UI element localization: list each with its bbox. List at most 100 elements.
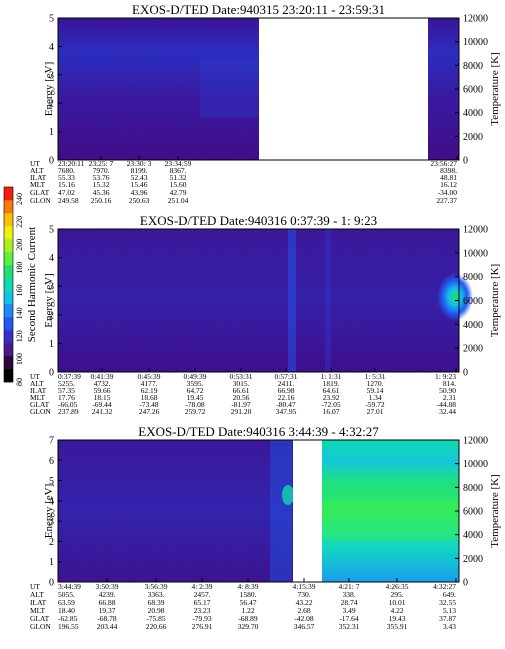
panel-1-texture: [70, 18, 72, 160]
panel-3-eph-value: 352.31: [339, 622, 360, 631]
panel-3-texture: [76, 440, 78, 582]
panel-1-ytick-label: 0: [49, 156, 54, 167]
panel-3-texture: [142, 440, 144, 582]
panel-1-texture: [214, 18, 216, 160]
panel-3-eph-value: 2457.: [194, 590, 211, 599]
panel-1-texture: [97, 18, 99, 160]
panel-1-texture: [232, 18, 234, 160]
panel-3-eph-value: -17.64: [339, 614, 359, 623]
panel-3-eph-value: 63.59: [58, 598, 75, 607]
panel-1-ytick-right-label: 0: [463, 156, 468, 167]
panel-1-texture: [100, 18, 102, 160]
panel-3-eph-value: 649.: [443, 590, 456, 599]
panel-2-texture: [409, 229, 411, 372]
panel-3-eph-value: -75.85: [146, 614, 166, 623]
panel-2-texture: [406, 229, 408, 372]
panel-2-eph-value: 1: 9:23: [435, 372, 456, 381]
panel-1-texture: [211, 18, 213, 160]
panel-3-texture: [214, 440, 216, 582]
panel-1-texture: [106, 18, 108, 160]
panel-2-texture: [322, 229, 324, 372]
panel-1-eph-value: 52.43: [131, 173, 148, 182]
panel-2-texture: [106, 229, 108, 372]
panel-1-texture: [127, 18, 129, 160]
panel-2-texture: [91, 229, 93, 372]
panel-2-texture: [433, 229, 435, 372]
panel-3-texture: [232, 440, 234, 582]
panel-3-feature-green: [322, 500, 459, 540]
panel-3-texture: [58, 440, 60, 582]
panel-3-eph-value: 3:50:39: [96, 582, 119, 591]
panel-2-texture: [340, 229, 342, 372]
panel-3-eph-value: 1.22: [241, 606, 254, 615]
panel-1-texture: [253, 18, 255, 160]
panel-3-texture: [70, 440, 72, 582]
panel-3-title: EXOS-D/TED Date:940316 3:44:39 - 4:32:27: [138, 424, 379, 439]
panel-1-eph-value: -34.00: [438, 188, 458, 197]
panel-2-eph-value: 237.89: [58, 407, 79, 416]
panel-2-eph-value: 3595.: [187, 379, 204, 388]
panel-2-eph-value: 66.61: [233, 386, 250, 395]
panel-2-texture: [283, 229, 285, 372]
panel-2-texture: [142, 229, 144, 372]
panel-1-texture: [166, 18, 168, 160]
panel-1-texture: [118, 18, 120, 160]
panel-2-texture: [97, 229, 99, 372]
panel-1-texture: [85, 18, 87, 160]
panel-1-texture: [244, 18, 246, 160]
panel-3-texture: [196, 440, 198, 582]
panel-3-eph-value: 329.70: [238, 622, 259, 631]
panel-2-eph-value: 64.61: [323, 386, 340, 395]
panel-3-texture: [124, 440, 126, 582]
panel-2-texture: [229, 229, 231, 372]
panel-2-texture: [352, 229, 354, 372]
panel-2-texture: [325, 229, 327, 372]
panel-2-texture: [115, 229, 117, 372]
panel-3-texture: [238, 440, 240, 582]
panel-3-texture: [259, 440, 261, 582]
panel-1-ytick-right-label: 8000: [463, 61, 483, 72]
panel-2-ytick-label: 3: [49, 282, 54, 293]
panel-2-texture: [364, 229, 366, 372]
panel-1-eph-value: 250.63: [129, 196, 150, 205]
panel-1-ytick-label: 5: [49, 14, 54, 25]
panel-2-texture: [64, 229, 66, 372]
panel-2-ytick-right-label: 4000: [463, 320, 483, 331]
panel-2-texture: [358, 229, 360, 372]
panel-3-data-gap: [293, 440, 322, 582]
panel-2-texture: [247, 229, 249, 372]
panel-2-texture: [268, 229, 270, 372]
panel-1-texture: [76, 18, 78, 160]
panel-2-ytick-right-label: 6000: [463, 296, 483, 307]
panel-3-ytick-label: 3: [49, 517, 54, 528]
panel-2-eph-value: 16.07: [323, 407, 340, 416]
panel-2-texture: [202, 229, 204, 372]
panel-3-texture: [91, 440, 93, 582]
panel-2-texture: [136, 229, 138, 372]
panel-2-eph-row-label: ALT: [30, 379, 44, 388]
panel-2-texture: [265, 229, 267, 372]
panel-1-eph-value: 42.79: [170, 188, 187, 197]
panel-1-texture: [157, 18, 159, 160]
panel-2-eph-value: 18.15: [94, 393, 111, 402]
panel-3-eph-value: 4:26:35: [386, 582, 409, 591]
panel-3-eph-value: 4:21: 7: [338, 582, 359, 591]
panel-2-eph-value: 62.19: [141, 386, 158, 395]
panel-3-eph-value: 276.91: [192, 622, 213, 631]
panel-3-eph-value: 220.66: [146, 622, 167, 631]
panel-3-eph-value: 20.98: [148, 606, 165, 615]
panel-2-eph-value: 3015.: [233, 379, 250, 388]
panel-1-ytick-label: 4: [49, 42, 54, 53]
panel-3-eph-value: 5.13: [443, 606, 456, 615]
panel-1-texture: [160, 18, 162, 160]
panel-2-eph-value: 2411.: [278, 379, 295, 388]
colorbar-segment: [4, 278, 13, 292]
panel-3-texture: [166, 440, 168, 582]
panel-3-ytick-label: 0: [49, 578, 54, 589]
panel-2-eph-value: 17.76: [58, 393, 75, 402]
panel-3-eph-row-label: MLT: [30, 606, 46, 615]
panel-2-texture: [232, 229, 234, 372]
panel-2-eph-row-label: MLT: [30, 393, 46, 402]
panel-3-texture: [205, 440, 207, 582]
panel-1-texture: [199, 18, 201, 160]
